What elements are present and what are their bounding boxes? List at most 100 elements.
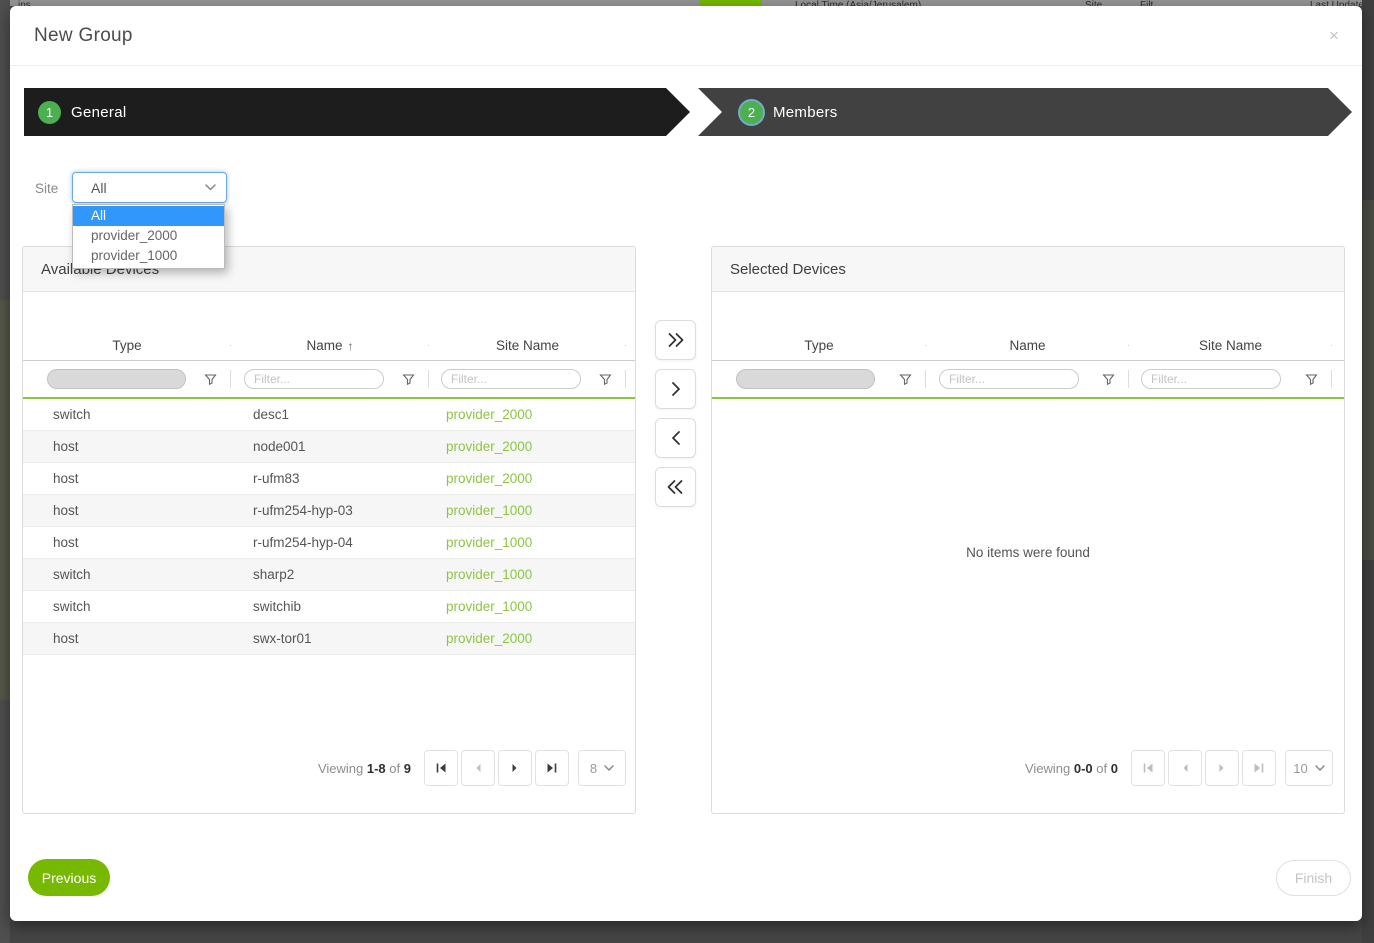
site-name-filter-input[interactable]	[1141, 369, 1281, 389]
name-filter-input[interactable]	[244, 369, 384, 389]
cell-site-name-link[interactable]: provider_2000	[446, 471, 533, 486]
next-page-button[interactable]	[1205, 750, 1239, 786]
column-header-name[interactable]: Name	[926, 338, 1129, 353]
filter-row	[712, 361, 1344, 397]
site-select-value: All	[91, 179, 107, 196]
wizard-stepper: 1 General 2 Members	[24, 88, 1352, 136]
cell-site-name-link[interactable]: provider_2000	[446, 407, 533, 422]
filter-funnel-icon[interactable]	[599, 373, 612, 386]
filter-funnel-icon[interactable]	[1102, 373, 1115, 386]
cell-site-name-link[interactable]: provider_1000	[446, 503, 533, 518]
table-row[interactable]: switch switchib provider_1000	[23, 591, 635, 623]
column-header-site-name[interactable]: Site Name	[1129, 338, 1332, 353]
table-row[interactable]: host r-ufm254-hyp-04 provider_1000	[23, 527, 635, 559]
previous-page-button[interactable]	[461, 750, 495, 786]
cell-name: r-ufm83	[253, 471, 300, 486]
page-size-value: 10	[1293, 760, 1308, 776]
cell-name: swx-tor01	[253, 631, 312, 646]
background-text-fragment: Last Update:	[1310, 0, 1362, 6]
filter-funnel-icon[interactable]	[1305, 373, 1318, 386]
cell-site-name-link[interactable]: provider_1000	[446, 599, 533, 614]
name-filter-input[interactable]	[939, 369, 1079, 389]
table-header-row: Type Name Site Name	[712, 330, 1344, 360]
step-members[interactable]: 2 Members	[698, 88, 1352, 136]
available-pagination: Viewing 1-8 of 9 8	[318, 750, 626, 786]
viewing-total: 0	[1110, 760, 1118, 776]
cell-type: switch	[53, 407, 91, 422]
site-select[interactable]: All	[72, 172, 227, 203]
cell-type: host	[53, 535, 79, 550]
last-page-button[interactable]	[535, 750, 569, 786]
first-page-button[interactable]	[1131, 750, 1165, 786]
table-row[interactable]: host r-ufm254-hyp-03 provider_1000	[23, 495, 635, 527]
table-row[interactable]: host r-ufm83 provider_2000	[23, 463, 635, 495]
site-option[interactable]: provider_2000	[91, 228, 178, 243]
last-page-icon	[1254, 763, 1264, 773]
cell-name: desc1	[253, 407, 290, 422]
background-page-left-sliver	[0, 0, 10, 943]
table-row[interactable]: host swx-tor01 provider_2000	[23, 623, 635, 655]
move-selected-left-button[interactable]	[655, 418, 696, 458]
viewing-label: Viewing	[317, 760, 364, 776]
filter-funnel-icon[interactable]	[899, 373, 912, 386]
page-size-select[interactable]: 8	[578, 750, 626, 786]
viewing-label: Viewing	[1024, 760, 1071, 776]
cell-site-name-link[interactable]: provider_1000	[446, 535, 533, 550]
column-header-name[interactable]: Name ↑	[231, 338, 429, 353]
move-all-left-button[interactable]	[655, 467, 696, 507]
last-page-button[interactable]	[1242, 750, 1276, 786]
previous-button[interactable]: Previous	[28, 859, 110, 896]
move-selected-right-button[interactable]	[655, 369, 696, 409]
table-row[interactable]: switch sharp2 provider_1000	[23, 559, 635, 591]
chevron-down-icon	[1314, 765, 1325, 771]
first-page-icon	[1143, 763, 1153, 773]
cell-name: r-ufm254-hyp-04	[253, 535, 353, 550]
column-header-type[interactable]: Type	[712, 338, 926, 353]
chevron-down-icon	[604, 765, 614, 771]
cell-site-name-link[interactable]: provider_2000	[446, 439, 533, 454]
divider	[712, 360, 1344, 361]
viewing-total: 9	[403, 760, 411, 776]
filter-cell-site-name	[429, 361, 626, 397]
column-header-site-name[interactable]: Site Name	[429, 338, 626, 353]
move-all-right-button[interactable]	[655, 320, 696, 360]
background-text-fragment: Site	[1085, 0, 1103, 6]
cell-name: node001	[253, 439, 306, 454]
selected-pagination: Viewing 0-0 of 0 10	[1025, 750, 1333, 786]
column-header-type[interactable]: Type	[23, 338, 231, 353]
sort-ascending-icon: ↑	[347, 338, 354, 353]
site-dropdown-list: All provider_2000 provider_1000	[72, 204, 225, 269]
filter-funnel-icon[interactable]	[402, 373, 415, 386]
close-icon[interactable]: ×	[1329, 26, 1339, 45]
transfer-controls	[655, 320, 696, 507]
of-label: of	[1096, 760, 1108, 776]
step-number-badge: 2	[740, 101, 763, 124]
finish-button[interactable]: Finish	[1276, 860, 1351, 896]
filter-cell-name	[926, 361, 1129, 397]
previous-page-icon	[1183, 764, 1188, 772]
step-number-badge: 1	[38, 101, 61, 124]
chevron-left-icon	[671, 431, 680, 445]
cell-name: r-ufm254-hyp-03	[253, 503, 353, 518]
page-size-select[interactable]: 10	[1285, 750, 1333, 786]
cell-site-name-link[interactable]: provider_2000	[446, 631, 533, 646]
table-row[interactable]: host node001 provider_2000	[23, 431, 635, 463]
next-page-button[interactable]	[498, 750, 532, 786]
first-page-button[interactable]	[424, 750, 458, 786]
cell-type: switch	[53, 599, 91, 614]
type-filter-input	[47, 369, 186, 389]
filter-funnel-icon[interactable]	[204, 373, 217, 386]
site-option[interactable]: provider_1000	[91, 248, 178, 263]
table-row[interactable]: switch desc1 provider_2000	[23, 399, 635, 431]
of-label: of	[389, 760, 401, 776]
site-name-filter-input[interactable]	[441, 369, 581, 389]
viewing-range: 1-8	[366, 760, 386, 776]
previous-page-button[interactable]	[1168, 750, 1202, 786]
cell-site-name-link[interactable]: provider_1000	[446, 567, 533, 582]
viewing-range: 0-0	[1073, 760, 1093, 776]
filter-row	[23, 361, 635, 397]
step-general[interactable]: 1 General	[24, 88, 690, 136]
background-text-fragment: ins	[18, 0, 31, 6]
previous-page-icon	[476, 764, 481, 772]
site-option[interactable]: All	[73, 206, 224, 226]
